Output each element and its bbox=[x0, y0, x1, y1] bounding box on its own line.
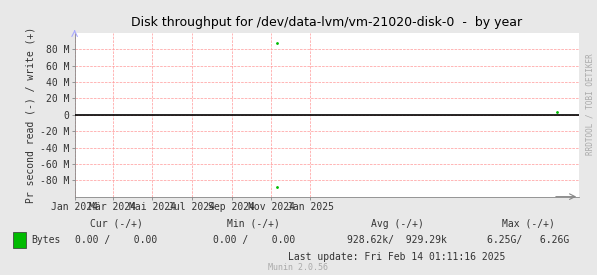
Text: 928.62k/  929.29k: 928.62k/ 929.29k bbox=[347, 235, 447, 245]
Text: 0.00 /    0.00: 0.00 / 0.00 bbox=[75, 235, 158, 245]
Y-axis label: Pr second read (-) / write (+): Pr second read (-) / write (+) bbox=[26, 27, 36, 203]
Text: Cur (-/+): Cur (-/+) bbox=[90, 219, 143, 229]
Text: 0.00 /    0.00: 0.00 / 0.00 bbox=[213, 235, 295, 245]
Title: Disk throughput for /dev/data-lvm/vm-21020-disk-0  -  by year: Disk throughput for /dev/data-lvm/vm-210… bbox=[131, 16, 522, 29]
Text: Avg (-/+): Avg (-/+) bbox=[371, 219, 423, 229]
Text: Min (-/+): Min (-/+) bbox=[227, 219, 280, 229]
Text: 6.25G/   6.26G: 6.25G/ 6.26G bbox=[487, 235, 570, 245]
Text: Munin 2.0.56: Munin 2.0.56 bbox=[269, 263, 328, 272]
Text: Bytes: Bytes bbox=[31, 235, 60, 245]
Text: Max (-/+): Max (-/+) bbox=[502, 219, 555, 229]
Text: Last update: Fri Feb 14 01:11:16 2025: Last update: Fri Feb 14 01:11:16 2025 bbox=[288, 252, 506, 262]
Text: RRDTOOL / TOBI OETIKER: RRDTOOL / TOBI OETIKER bbox=[585, 54, 595, 155]
